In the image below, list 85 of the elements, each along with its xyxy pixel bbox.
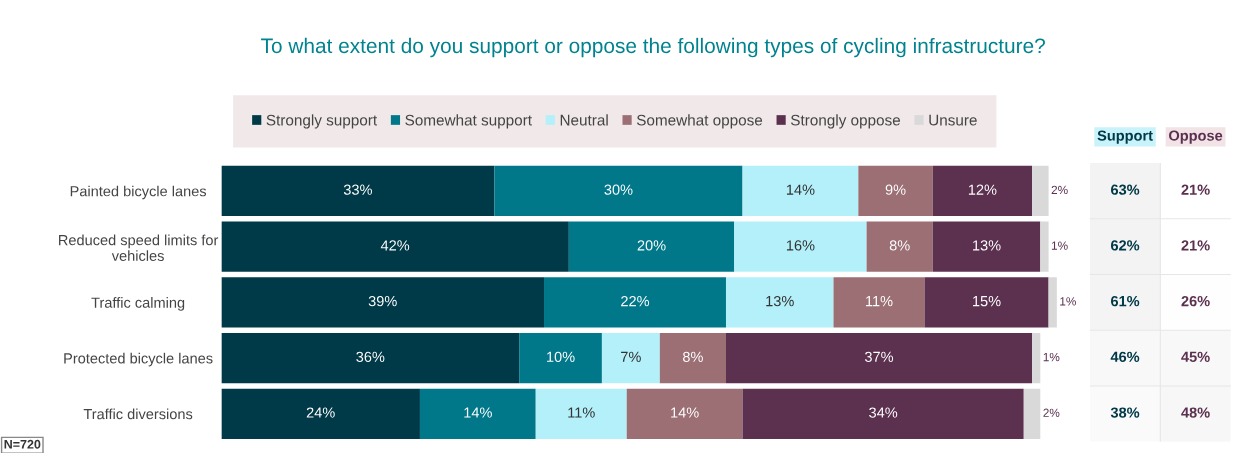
bar (626, 388, 743, 439)
bar (535, 388, 627, 439)
bar (924, 277, 1049, 328)
data-label: 10% (547, 351, 575, 363)
data-label: 1% (1051, 241, 1068, 250)
data-label: 39% (368, 295, 397, 307)
data-label: 14% (671, 407, 699, 418)
x-tick-label: Oppose (1169, 130, 1223, 144)
bar (1032, 165, 1049, 217)
bar (221, 333, 520, 384)
data-label: 2% (1051, 185, 1068, 195)
bar (932, 165, 1033, 217)
data-label: 26% (1181, 295, 1210, 307)
data-label: 33% (343, 184, 372, 195)
chart-title: To what extent do you support or oppose the following types of cycling infrastructure? (261, 37, 1045, 58)
legend-label: Somewhat support (405, 114, 532, 129)
data-label: 48% (1181, 407, 1210, 418)
data-label: 8% (889, 240, 910, 251)
bar (1040, 221, 1049, 272)
data-label: 21% (1181, 184, 1210, 195)
data-label: 11% (866, 296, 893, 307)
data-label: 11% (568, 407, 595, 418)
bar (725, 277, 834, 328)
bar (742, 165, 859, 217)
data-label: 1% (1043, 352, 1060, 362)
bar (544, 277, 726, 328)
legend-label: Somewhat oppose (636, 114, 763, 129)
x-tick-label: Support (1097, 130, 1153, 144)
data-label: 62% (1110, 240, 1140, 251)
data-label: 61% (1110, 295, 1140, 307)
bar (833, 277, 925, 328)
data-label: 63% (1110, 184, 1140, 195)
bar (221, 388, 420, 439)
data-label: 30% (604, 184, 633, 195)
bar (221, 277, 545, 328)
bar (568, 221, 735, 272)
data-label: 15% (973, 296, 1001, 307)
data-label: 22% (621, 295, 650, 307)
data-label: 34% (869, 407, 898, 418)
bar (858, 165, 933, 217)
text: N=720 (4, 439, 41, 449)
data-label: 14% (464, 407, 492, 418)
legend-label: Unsure (929, 114, 977, 126)
bar (734, 221, 867, 272)
bar (866, 221, 933, 272)
bar (725, 333, 1033, 384)
data-label: 13% (973, 240, 1001, 251)
bar (419, 388, 536, 439)
data-label: 42% (380, 240, 410, 251)
data-label: 9% (885, 184, 906, 195)
data-label: 37% (864, 351, 894, 363)
data-label: 12% (968, 184, 997, 195)
data-label: 24% (306, 407, 335, 418)
bar (221, 165, 495, 217)
data-label: 36% (356, 351, 385, 363)
bar (1023, 388, 1041, 439)
bar (659, 333, 726, 384)
legend-label: Strongly support (266, 114, 378, 129)
data-label: 8% (682, 351, 703, 363)
y-tick-label: Painted bicycle lanes (70, 185, 207, 200)
bar (601, 333, 660, 384)
legend-label: Neutral (560, 114, 608, 126)
data-label: 14% (786, 184, 815, 195)
bar (519, 333, 602, 384)
data-label: 45% (1181, 351, 1210, 363)
y-tick-label: Traffic calming (91, 297, 185, 311)
bar (742, 388, 1024, 439)
data-label: 20% (637, 240, 666, 251)
bar (494, 165, 743, 217)
data-label: 46% (1110, 351, 1140, 363)
bar (1048, 277, 1057, 328)
y-tick-label: Traffic diversions (83, 408, 193, 420)
data-label: 2% (1043, 408, 1060, 417)
data-label: 16% (786, 240, 815, 251)
y-tick-label: Reduced speed limits for vehicles (59, 234, 219, 261)
bar (221, 221, 569, 272)
bar (932, 221, 1041, 272)
bar (1032, 333, 1041, 384)
data-label: 7% (621, 351, 641, 362)
data-label: 13% (766, 295, 794, 307)
legend-label: Strongly oppose (790, 114, 901, 129)
data-label: 1% (1060, 297, 1076, 306)
data-label: 21% (1181, 240, 1210, 251)
data-label: 38% (1110, 407, 1140, 418)
y-tick-label: Protected bicycle lanes (64, 352, 213, 367)
